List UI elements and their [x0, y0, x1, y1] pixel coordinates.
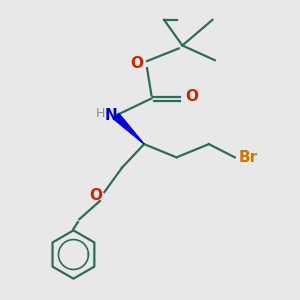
Text: O: O: [130, 56, 143, 70]
Text: O: O: [89, 188, 102, 203]
Polygon shape: [113, 113, 144, 144]
Text: O: O: [185, 89, 198, 104]
Text: Br: Br: [239, 150, 258, 165]
Text: N: N: [104, 108, 117, 123]
Text: H: H: [96, 107, 106, 120]
